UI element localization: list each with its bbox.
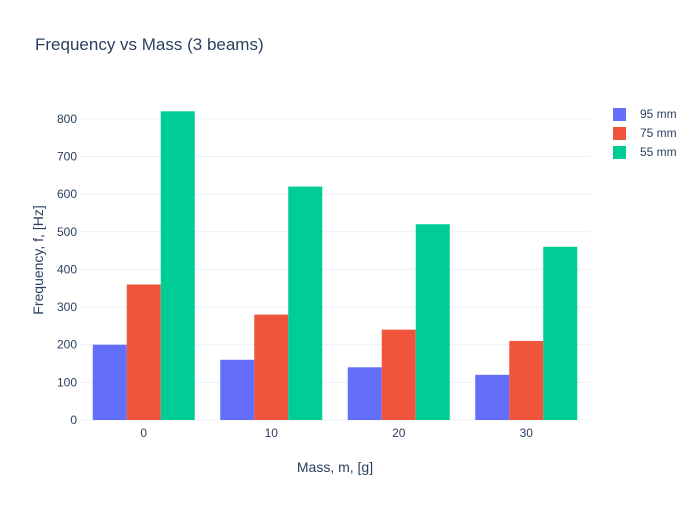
bar-55mm-20 [415, 224, 450, 420]
x-axis-title: Mass, m, [g] [297, 459, 373, 475]
bar-75mm-0 [126, 284, 161, 420]
bar-95mm-0 [92, 344, 127, 420]
legend-swatch [613, 146, 626, 159]
y-tick-label: 300 [57, 300, 77, 314]
legend-item[interactable]: 75 mm [613, 126, 677, 140]
y-axis-ticks: 0 100 200 300 400 500 600 700 800 [57, 112, 77, 427]
x-tick-label: 30 [520, 426, 534, 440]
legend-label: 55 mm [640, 145, 677, 159]
y-tick-label: 700 [57, 149, 77, 163]
legend-item[interactable]: 55 mm [613, 145, 677, 159]
y-tick-label: 600 [57, 187, 77, 201]
y-tick-label: 500 [57, 225, 77, 239]
bar-95mm-10 [220, 359, 255, 420]
bar-75mm-10 [254, 314, 289, 420]
x-tick-label: 0 [140, 426, 147, 440]
y-tick-label: 800 [57, 112, 77, 126]
bars [92, 111, 578, 420]
y-axis-title: Frequency, f, [Hz] [30, 205, 46, 314]
bar-55mm-30 [543, 246, 578, 420]
bar-75mm-20 [381, 329, 416, 420]
y-tick-label: 0 [70, 413, 77, 427]
legend-swatch [613, 108, 626, 121]
bar-95mm-30 [475, 374, 510, 420]
y-tick-label: 200 [57, 338, 77, 352]
bar-75mm-30 [509, 340, 544, 420]
x-tick-label: 10 [265, 426, 279, 440]
bar-55mm-0 [160, 111, 195, 420]
legend-swatch [613, 127, 626, 140]
x-axis-ticks: 0 10 20 30 [140, 426, 533, 440]
chart-title: Frequency vs Mass (3 beams) [35, 35, 264, 54]
bar-55mm-10 [288, 186, 323, 420]
legend-label: 75 mm [640, 126, 677, 140]
y-tick-label: 400 [57, 262, 77, 276]
y-tick-label: 100 [57, 375, 77, 389]
legend[interactable]: 95 mm 75 mm 55 mm [613, 107, 677, 159]
bar-95mm-20 [347, 367, 382, 420]
legend-label: 95 mm [640, 107, 677, 121]
legend-item[interactable]: 95 mm [613, 107, 677, 121]
x-tick-label: 20 [392, 426, 406, 440]
